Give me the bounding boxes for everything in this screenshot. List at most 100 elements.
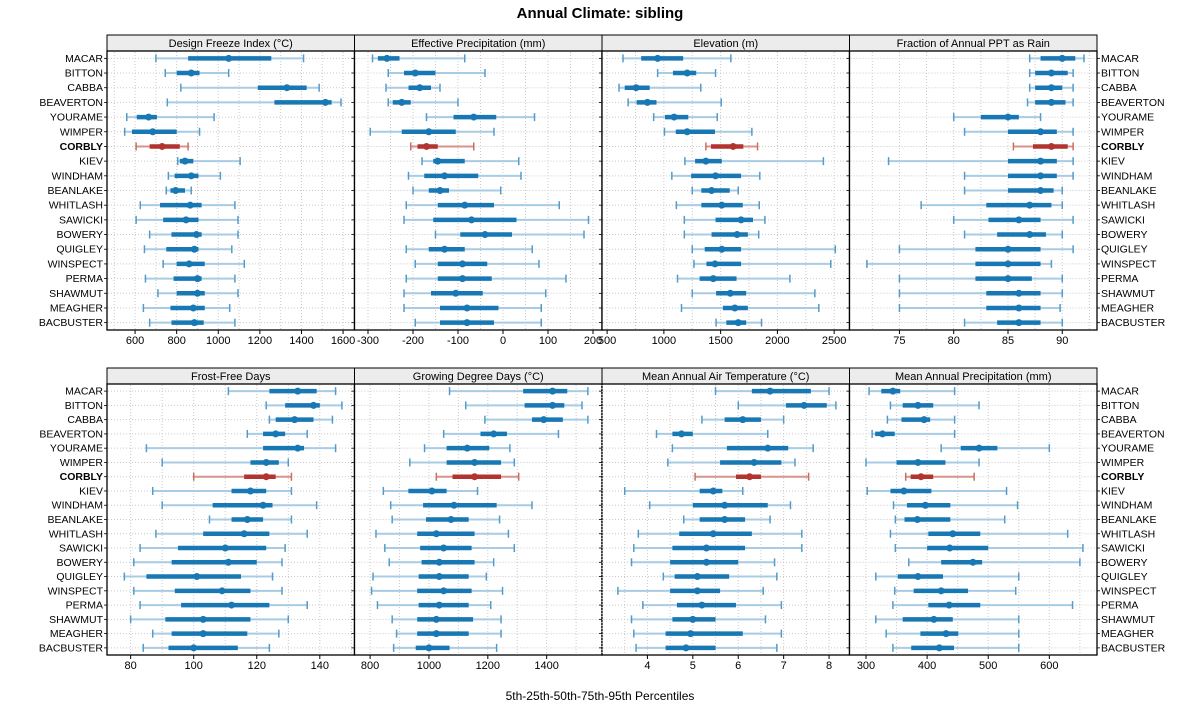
- median-dot: [949, 530, 957, 538]
- station-label-right: BEAVERTON: [1101, 428, 1165, 440]
- row-yourame: [671, 444, 814, 453]
- panel-fraction-of-annual-ppt-as-rain: Fraction of Annual PPT as Rain 75 80 85 90: [846, 34, 1100, 347]
- row-windham: [407, 171, 522, 180]
- median-dot: [709, 530, 717, 538]
- row-beaverton: [387, 98, 459, 107]
- station-label-right: YOURAME: [1101, 112, 1154, 124]
- row-shawmut: [630, 615, 767, 624]
- row-perma: [676, 274, 791, 283]
- row-cabba: [1028, 83, 1074, 92]
- row-beaverton: [655, 429, 769, 438]
- strip-title: Effective Precipitation (mm): [411, 38, 545, 50]
- row-wimper: [667, 458, 796, 467]
- row-corbly: [1012, 142, 1074, 151]
- median-dot: [942, 630, 950, 638]
- median-dot: [945, 601, 953, 609]
- station-label-left: BOWERY: [57, 229, 103, 241]
- median-dot: [1037, 172, 1045, 180]
- row-shawmut: [391, 615, 502, 624]
- x-tick-label: 800: [167, 335, 185, 347]
- median-dot: [702, 157, 710, 165]
- station-label-right: PERMA: [1101, 600, 1138, 612]
- median-dot: [411, 69, 419, 77]
- row-beanlake: [208, 515, 293, 524]
- station-label-right: SHAWMUT: [1101, 614, 1155, 626]
- row-corbly: [135, 142, 189, 151]
- row-sawicki: [139, 544, 286, 553]
- row-kiev: [623, 486, 744, 495]
- x-tick-label: 140: [311, 660, 329, 672]
- row-beaverton: [627, 98, 722, 107]
- median-dot: [682, 644, 690, 652]
- station-label-left: MEAGHER: [50, 302, 104, 314]
- station-label-left: BACBUSTER: [39, 642, 104, 654]
- row-whitlash: [405, 201, 560, 210]
- row-macar: [622, 54, 732, 63]
- row-bacbuster: [148, 318, 236, 327]
- station-label-right: PERMA: [1101, 273, 1138, 285]
- median-dot: [185, 260, 193, 268]
- row-bowery: [133, 558, 283, 567]
- strip-title: Design Freeze Index (°C): [169, 38, 293, 50]
- station-label-left: PERMA: [66, 600, 103, 612]
- station-label-right: BEANLAKE: [1101, 185, 1156, 197]
- median-dot: [914, 573, 922, 581]
- percentiles-caption: 5th-25th-50th-75th-95th Percentiles: [505, 689, 695, 703]
- row-shawmut: [403, 289, 547, 298]
- row-meagher: [885, 629, 1020, 638]
- row-corbly: [705, 142, 759, 151]
- row-bacbuster: [892, 643, 1020, 652]
- median-dot: [937, 587, 945, 595]
- row-meagher: [633, 629, 783, 638]
- median-dot: [383, 54, 391, 62]
- median-dot: [1026, 231, 1034, 239]
- row-bowery: [434, 230, 585, 239]
- row-bitton: [737, 401, 837, 410]
- median-dot: [262, 458, 270, 466]
- row-quigley: [691, 245, 837, 254]
- station-label-right: WINDHAM: [1101, 500, 1152, 512]
- median-dot: [181, 157, 189, 165]
- row-kiev: [866, 486, 1008, 495]
- median-dot: [425, 644, 433, 652]
- station-label-right: QUIGLEY: [1101, 244, 1148, 256]
- x-tick-label: 90: [1056, 335, 1068, 347]
- row-winspect: [617, 586, 764, 595]
- row-macar: [155, 54, 305, 63]
- row-shawmut: [691, 289, 816, 298]
- row-shawmut: [157, 289, 239, 298]
- station-label-right: QUIGLEY: [1101, 571, 1148, 583]
- median-dot: [731, 304, 739, 312]
- median-dot: [145, 113, 153, 121]
- median-dot: [746, 473, 754, 481]
- x-tick-label: 800: [361, 660, 379, 672]
- station-label-left: BACBUSTER: [39, 317, 104, 329]
- median-dot: [291, 416, 299, 424]
- median-dot: [1015, 216, 1023, 224]
- x-tick-label: 1000: [417, 660, 441, 672]
- station-label-left: CORBLY: [60, 141, 103, 153]
- row-windham: [963, 171, 1074, 180]
- strip-title: Frost-Free Days: [191, 371, 271, 383]
- row-meagher: [151, 629, 280, 638]
- median-dot: [914, 401, 922, 409]
- station-label-right: YOURAME: [1101, 443, 1154, 455]
- station-label-left: MACAR: [65, 386, 103, 398]
- x-tick-label: 1400: [289, 335, 313, 347]
- strip-title: Growing Degree Days (°C): [413, 371, 544, 383]
- median-dot: [879, 430, 886, 438]
- panel-growing-degree-days-c: Growing Degree Days (°C) 800 1000 1200 1400: [351, 367, 605, 672]
- station-label-left: BEANLAKE: [48, 185, 103, 197]
- station-label-right: CORBLY: [1101, 141, 1144, 153]
- row-kiev: [421, 157, 520, 166]
- row-corbly: [435, 472, 520, 481]
- median-dot: [708, 187, 716, 194]
- median-dot: [721, 501, 729, 509]
- station-label-left: YOURAME: [50, 443, 103, 455]
- row-windham: [389, 501, 533, 510]
- median-dot: [459, 275, 466, 283]
- median-dot: [702, 544, 710, 552]
- station-label-right: BACBUSTER: [1101, 317, 1166, 329]
- row-quigley: [143, 245, 233, 254]
